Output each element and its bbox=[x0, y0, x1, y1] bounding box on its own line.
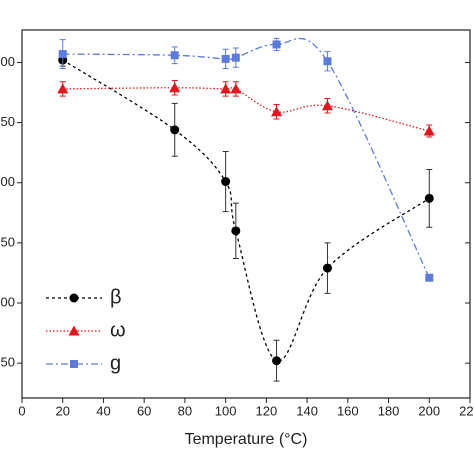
y-tick-label: 00 bbox=[1, 174, 15, 189]
point bbox=[425, 273, 434, 282]
x-tick-label: 200 bbox=[418, 403, 440, 418]
point bbox=[230, 83, 242, 94]
point bbox=[323, 57, 332, 66]
x-tick-label: 0 bbox=[18, 403, 25, 418]
y-tick-label: 50 bbox=[1, 114, 15, 129]
point bbox=[322, 263, 332, 273]
x-tick-label: 120 bbox=[256, 403, 278, 418]
x-tick-label: 220 bbox=[459, 403, 474, 418]
point bbox=[272, 40, 281, 49]
series-line bbox=[62, 86, 430, 132]
point bbox=[423, 125, 435, 136]
point bbox=[272, 356, 282, 366]
y-tick-label: 00 bbox=[1, 54, 15, 69]
legend-label: ω bbox=[110, 319, 126, 341]
point bbox=[231, 226, 241, 236]
point bbox=[221, 177, 231, 187]
legend-label: β bbox=[110, 286, 122, 308]
point bbox=[58, 50, 67, 59]
point bbox=[231, 53, 240, 62]
series-line bbox=[62, 37, 430, 279]
x-tick-label: 40 bbox=[96, 403, 110, 418]
x-tick-label: 80 bbox=[178, 403, 192, 418]
point bbox=[170, 125, 180, 135]
point bbox=[221, 54, 230, 63]
point bbox=[424, 193, 434, 203]
plot-frame bbox=[21, 29, 471, 399]
point bbox=[170, 51, 179, 60]
x-tick-label: 140 bbox=[296, 403, 318, 418]
x-tick-label: 60 bbox=[137, 403, 151, 418]
y-tick-label: 00 bbox=[1, 294, 15, 309]
x-axis-label: Temperature (°C) bbox=[185, 431, 308, 448]
legend-label: g bbox=[110, 352, 121, 374]
point bbox=[57, 83, 69, 94]
x-tick-label: 160 bbox=[337, 403, 359, 418]
x-tick-label: 20 bbox=[55, 403, 69, 418]
point bbox=[271, 106, 283, 117]
y-tick-label: 50 bbox=[1, 355, 15, 370]
legend-marker bbox=[70, 360, 78, 368]
x-tick-label: 100 bbox=[215, 403, 237, 418]
y-tick-label: 50 bbox=[1, 234, 15, 249]
point bbox=[220, 83, 232, 94]
point bbox=[169, 82, 181, 93]
series-line bbox=[62, 59, 430, 362]
point bbox=[321, 100, 333, 111]
legend-marker bbox=[68, 325, 80, 336]
x-tick-label: 180 bbox=[378, 403, 400, 418]
legend-marker bbox=[69, 293, 79, 303]
